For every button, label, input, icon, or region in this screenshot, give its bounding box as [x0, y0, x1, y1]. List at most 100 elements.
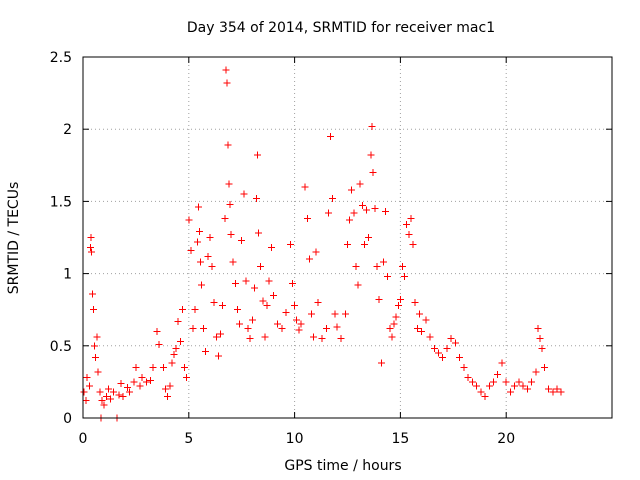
- data-point: [540, 363, 548, 371]
- data-point: [369, 169, 377, 177]
- data-point: [147, 376, 155, 384]
- data-point: [222, 66, 230, 74]
- data-point: [305, 255, 313, 263]
- data-point: [261, 333, 269, 341]
- data-point: [206, 234, 214, 241]
- data-point: [363, 206, 371, 214]
- data-point: [310, 333, 318, 341]
- data-point: [350, 209, 358, 217]
- data-point: [532, 368, 540, 376]
- data-point: [422, 316, 430, 324]
- data-point: [267, 244, 275, 252]
- data-point: [386, 324, 394, 332]
- data-point: [162, 385, 170, 393]
- data-point: [164, 392, 172, 400]
- data-point: [104, 385, 112, 393]
- data-point: [236, 320, 244, 328]
- data-point: [92, 353, 100, 361]
- data-point: [460, 363, 468, 371]
- data-point: [93, 333, 101, 341]
- data-point: [257, 262, 265, 270]
- data-point: [212, 333, 220, 341]
- data-point: [322, 324, 330, 332]
- data-point: [196, 258, 204, 266]
- data-point: [244, 324, 252, 332]
- data-point: [195, 228, 203, 236]
- data-point: [356, 180, 364, 188]
- data-point: [242, 277, 250, 285]
- data-point: [102, 392, 110, 400]
- data-point: [403, 221, 411, 229]
- data-point: [348, 186, 356, 194]
- data-point: [333, 323, 341, 331]
- data-point: [87, 248, 95, 256]
- data-point: [227, 231, 235, 239]
- x-axis-label: GPS time / hours: [284, 458, 401, 474]
- data-point: [269, 291, 277, 299]
- data-point: [371, 205, 379, 213]
- data-point: [178, 306, 186, 314]
- data-point: [255, 229, 263, 237]
- data-point: [447, 335, 455, 343]
- data-point: [250, 284, 258, 292]
- data-point: [119, 392, 127, 400]
- data-point: [485, 382, 493, 390]
- data-point: [405, 231, 413, 239]
- data-point: [265, 277, 273, 285]
- data-point: [365, 234, 373, 241]
- data-point: [415, 310, 423, 318]
- data-point: [477, 388, 485, 396]
- data-point: [172, 345, 180, 353]
- data-point: [107, 395, 115, 403]
- chart-title: Day 354 of 2014, SRMTID for receiver mac…: [187, 20, 495, 36]
- data-point: [352, 262, 360, 270]
- data-point: [443, 345, 451, 353]
- x-tick-label: 10: [286, 431, 304, 447]
- data-point: [224, 141, 232, 149]
- data-point: [132, 363, 140, 371]
- data-point: [126, 388, 134, 396]
- data-point: [318, 335, 326, 343]
- data-point: [498, 359, 506, 367]
- data-point: [176, 337, 184, 345]
- data-point: [115, 391, 123, 399]
- data-point: [240, 190, 248, 198]
- data-point: [413, 324, 421, 332]
- data-point: [174, 317, 182, 325]
- data-point: [331, 310, 339, 318]
- data-point: [528, 378, 536, 386]
- data-point: [159, 363, 167, 371]
- data-point: [360, 241, 368, 249]
- data-point: [303, 215, 311, 223]
- data-point: [263, 301, 271, 309]
- data-point: [85, 382, 93, 390]
- data-point: [291, 301, 299, 309]
- data-point: [401, 272, 409, 280]
- data-point: [377, 359, 385, 367]
- data-point: [545, 385, 553, 393]
- plot-frame: [82, 56, 613, 419]
- data-point: [354, 281, 362, 289]
- data-point: [451, 339, 459, 347]
- data-point: [481, 392, 489, 400]
- data-point: [553, 385, 561, 393]
- data-point: [312, 248, 320, 256]
- data-point: [538, 345, 546, 353]
- x-tick-label: 0: [79, 431, 88, 447]
- data-point: [217, 330, 225, 338]
- data-point: [153, 327, 161, 335]
- data-point: [248, 316, 256, 324]
- data-point: [297, 320, 305, 328]
- data-point: [155, 340, 163, 348]
- data-point: [278, 324, 286, 332]
- data-point: [494, 371, 502, 379]
- data-point: [197, 281, 205, 289]
- data-point: [94, 368, 102, 376]
- data-point: [388, 333, 396, 341]
- data-point: [346, 216, 354, 224]
- data-point: [166, 382, 174, 390]
- data-point: [86, 244, 94, 252]
- data-point: [368, 122, 376, 130]
- y-tick-label: 0.5: [50, 339, 72, 355]
